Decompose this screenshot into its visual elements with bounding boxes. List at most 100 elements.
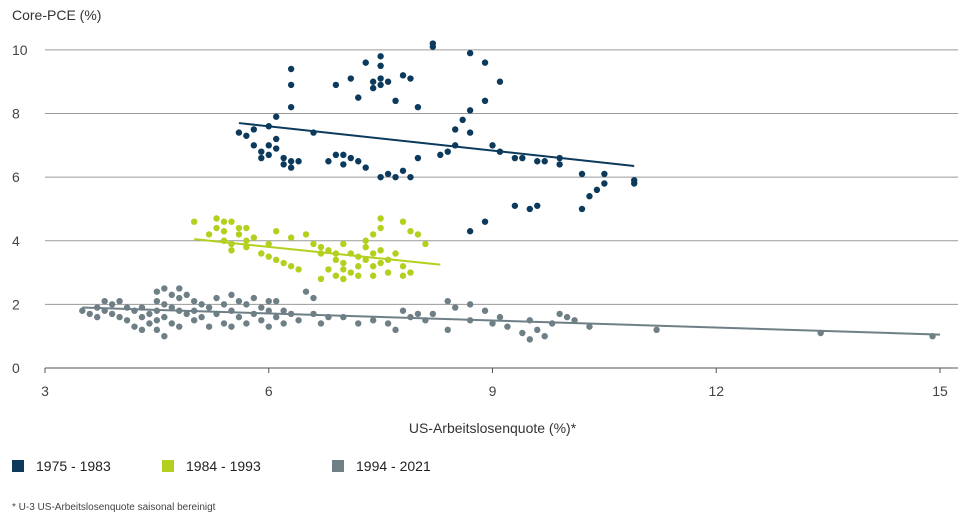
data-point xyxy=(332,256,340,264)
data-point xyxy=(548,320,556,327)
data-point xyxy=(123,304,131,311)
data-point xyxy=(317,243,325,251)
data-point xyxy=(392,250,399,257)
data-point xyxy=(392,97,399,105)
data-point xyxy=(273,313,280,321)
data-point xyxy=(243,132,250,139)
data-point xyxy=(243,320,250,327)
data-point xyxy=(526,205,533,213)
data-point xyxy=(295,158,302,165)
data-point xyxy=(153,288,161,295)
data-point xyxy=(138,326,146,334)
data-point xyxy=(556,161,563,168)
trendline xyxy=(82,306,941,336)
data-point xyxy=(108,301,116,308)
data-point xyxy=(265,142,272,149)
data-point xyxy=(280,320,287,327)
legend-label: 1984 - 1993 xyxy=(186,458,261,474)
data-point xyxy=(273,113,280,120)
data-point xyxy=(534,158,541,165)
data-point xyxy=(601,170,608,178)
data-point xyxy=(355,94,362,101)
data-point xyxy=(340,161,347,168)
y-tick-label: 4 xyxy=(12,233,20,249)
data-point xyxy=(429,43,437,50)
data-point xyxy=(235,313,243,321)
data-point xyxy=(504,323,511,330)
data-point xyxy=(138,304,146,311)
data-point xyxy=(228,240,235,248)
data-point xyxy=(631,180,638,187)
data-point xyxy=(295,266,302,273)
data-point xyxy=(384,256,392,264)
data-point xyxy=(407,269,414,276)
data-point xyxy=(168,320,175,327)
data-point xyxy=(94,313,101,321)
data-point xyxy=(94,304,101,311)
data-point xyxy=(280,161,287,168)
data-point xyxy=(213,224,220,232)
y-tick-label: 8 xyxy=(12,106,20,122)
data-point xyxy=(310,129,317,136)
data-point xyxy=(362,237,369,244)
data-point xyxy=(258,304,265,311)
trendline xyxy=(194,238,441,266)
data-point xyxy=(392,326,399,334)
data-point xyxy=(496,148,504,155)
data-point xyxy=(146,310,153,318)
data-point xyxy=(250,294,258,302)
data-point xyxy=(519,329,526,337)
legend-label: 1994 - 2021 xyxy=(356,458,431,474)
data-point xyxy=(153,298,161,305)
data-point xyxy=(541,158,548,165)
data-point xyxy=(489,142,496,149)
data-point xyxy=(355,320,362,327)
data-point xyxy=(399,263,407,270)
data-point xyxy=(295,317,302,324)
data-point xyxy=(407,228,414,235)
data-point xyxy=(287,158,295,165)
data-point xyxy=(302,288,310,295)
data-point xyxy=(355,158,362,165)
x-tick-label: 15 xyxy=(932,383,948,399)
data-point xyxy=(496,313,504,321)
axis-layer: 0 2 4 6 8 10 3 6 9 12 15 Core-PCE (%) US-Arbeitslose… xyxy=(12,7,948,436)
trendline-layer xyxy=(82,122,941,336)
data-point xyxy=(817,329,824,337)
data-point xyxy=(317,320,325,327)
data-point xyxy=(273,135,280,143)
data-point xyxy=(190,298,198,305)
data-point xyxy=(466,107,474,114)
legend-item: 1984 - 1993 xyxy=(162,458,332,474)
data-point xyxy=(481,307,489,314)
data-point xyxy=(355,253,362,260)
data-point xyxy=(265,253,272,260)
legend-item: 1975 - 1983 xyxy=(12,458,162,474)
data-point xyxy=(131,323,138,330)
data-point xyxy=(273,228,280,235)
data-point xyxy=(176,294,183,302)
data-point xyxy=(377,62,384,70)
data-point xyxy=(235,224,243,232)
data-point xyxy=(228,291,235,299)
data-point xyxy=(235,231,243,238)
data-point xyxy=(220,228,228,235)
data-point xyxy=(220,320,228,327)
data-point xyxy=(325,313,332,321)
data-point xyxy=(459,116,466,124)
data-point xyxy=(586,193,593,200)
data-point xyxy=(444,148,451,155)
data-point xyxy=(452,142,459,149)
x-tick-label: 9 xyxy=(489,383,497,399)
data-point xyxy=(414,310,422,318)
data-point xyxy=(399,218,407,225)
data-point xyxy=(332,151,340,159)
data-point xyxy=(258,148,265,155)
data-point xyxy=(340,259,347,267)
data-point xyxy=(161,301,168,308)
data-point xyxy=(347,250,354,257)
data-point xyxy=(452,304,459,311)
data-point xyxy=(265,307,272,314)
data-point xyxy=(466,317,474,324)
data-point xyxy=(287,263,295,270)
